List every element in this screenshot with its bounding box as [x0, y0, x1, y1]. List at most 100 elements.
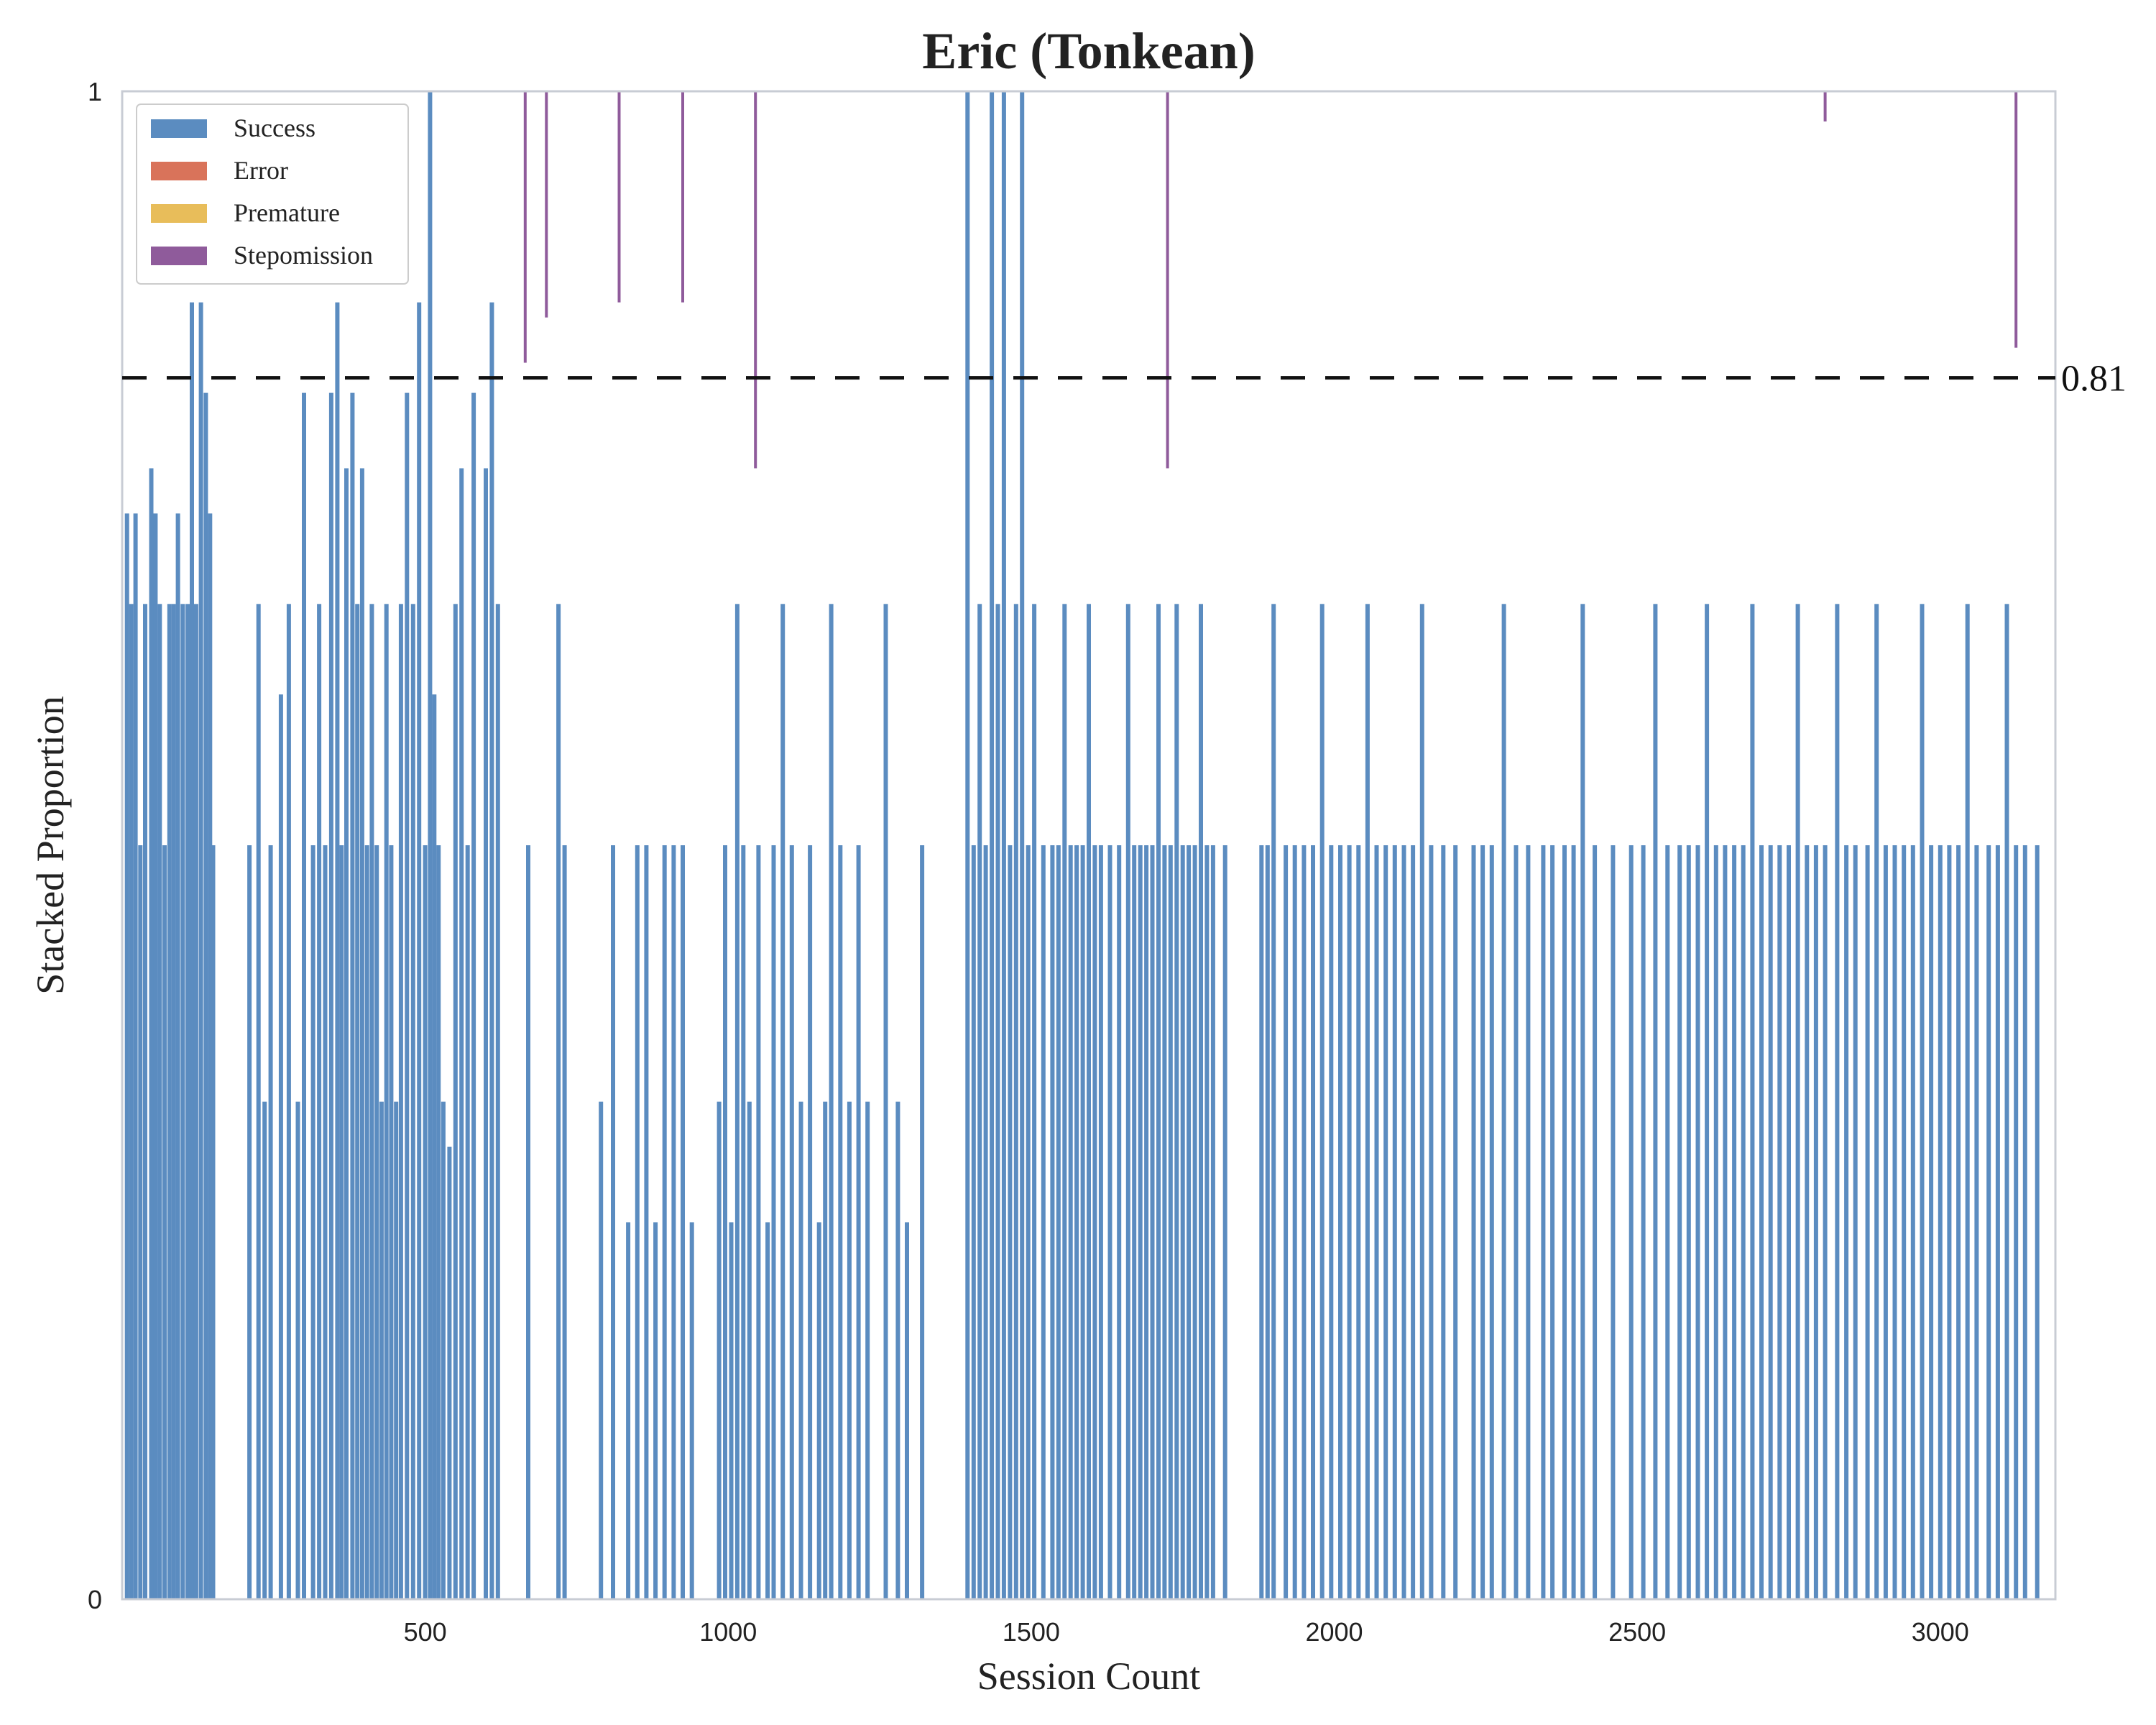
bar-stepomission — [1823, 91, 1827, 121]
bar-success — [171, 604, 176, 1599]
bar-success — [1311, 845, 1315, 1599]
bar-success — [756, 845, 761, 1599]
bar-success — [1910, 845, 1915, 1599]
x-tick-label: 500 — [404, 1617, 447, 1647]
bar-success — [1713, 845, 1718, 1599]
reference-line-label: 0.81 — [2061, 359, 2127, 400]
bar-success — [1374, 845, 1379, 1599]
bar-success — [1732, 845, 1737, 1599]
bar-success — [1319, 604, 1325, 1599]
bar-success — [562, 845, 567, 1599]
bar-success — [1032, 604, 1037, 1599]
bar-success — [138, 845, 143, 1599]
bar-success — [1835, 604, 1840, 1599]
bar-success — [1138, 845, 1143, 1599]
bar-success — [895, 1101, 900, 1599]
bar-success — [1156, 604, 1161, 1599]
bar-success — [729, 1222, 734, 1599]
bar-success — [198, 302, 203, 1600]
bar-success — [359, 468, 364, 1599]
bar-success — [1365, 604, 1370, 1599]
bar-success — [838, 845, 843, 1599]
bar-success — [1902, 845, 1907, 1599]
bar-stepomission — [545, 91, 548, 318]
bar-success — [1628, 845, 1634, 1599]
chart-title: Eric (Tonkean) — [922, 22, 1255, 80]
bar-success — [453, 604, 458, 1599]
bar-success — [1144, 845, 1149, 1599]
bar-success — [883, 604, 888, 1599]
bar-stepomission — [523, 91, 527, 363]
bar-success — [662, 845, 667, 1599]
bar-success — [1062, 604, 1067, 1599]
bar-stepomission — [617, 91, 621, 303]
bar-success — [847, 1101, 852, 1599]
bar-stepomission — [1166, 91, 1169, 469]
bar-success — [1411, 845, 1416, 1599]
bar-success — [798, 1101, 803, 1599]
bar-success — [1929, 845, 1934, 1599]
bar-success — [389, 845, 394, 1599]
bar-success — [644, 845, 649, 1599]
bar-stepomission — [2014, 91, 2018, 348]
bar-success — [983, 845, 988, 1599]
bar-success — [1020, 91, 1025, 1599]
bar-success — [1974, 845, 1979, 1599]
bar-success — [1986, 845, 1991, 1599]
bars-layer — [124, 91, 2040, 1600]
bar-success — [1995, 845, 2000, 1599]
bar-success — [1199, 604, 1203, 1599]
bar-success — [905, 1222, 909, 1599]
bar-success — [398, 604, 403, 1599]
bar-success — [124, 513, 129, 1599]
bar-success — [1222, 845, 1227, 1599]
bar-success — [599, 1101, 604, 1599]
bar-success — [611, 845, 615, 1599]
bar-success — [2035, 845, 2040, 1599]
bar-success — [471, 392, 476, 1599]
bar-success — [723, 845, 727, 1599]
bar-success — [1125, 604, 1130, 1599]
bar-success — [1686, 845, 1691, 1599]
bar-success — [1865, 845, 1870, 1599]
bar-success — [1892, 845, 1897, 1599]
bar-success — [1347, 845, 1352, 1599]
bar-success — [1562, 845, 1567, 1599]
bar-success — [379, 1101, 384, 1599]
bar-success — [262, 1101, 267, 1599]
bar-success — [1514, 845, 1519, 1599]
bar-success — [920, 845, 925, 1599]
bar-stepomission — [681, 91, 684, 303]
bar-success — [302, 392, 306, 1599]
bar-success — [417, 302, 422, 1600]
bar-success — [1480, 845, 1485, 1599]
bar-success — [459, 468, 464, 1599]
bar-success — [1204, 845, 1210, 1599]
bar-success — [1471, 845, 1476, 1599]
bar-success — [339, 845, 344, 1599]
bar-success — [1026, 845, 1031, 1599]
bar-success — [1805, 845, 1810, 1599]
bar-success — [1180, 845, 1185, 1599]
y-axis-label: Stacked Proportion — [29, 696, 72, 994]
bar-success — [1759, 845, 1764, 1599]
bar-success — [153, 513, 158, 1599]
bar-success — [1768, 845, 1773, 1599]
bar-success — [489, 302, 494, 1600]
bar-success — [344, 468, 349, 1599]
bar-success — [1947, 845, 1952, 1599]
legend-swatch — [151, 119, 207, 138]
bar-success — [211, 845, 216, 1599]
bar-success — [1874, 604, 1879, 1599]
bar-success — [323, 845, 328, 1599]
bar-success — [789, 845, 794, 1599]
bar-success — [1920, 604, 1925, 1599]
bar-success — [1580, 604, 1585, 1599]
bar-success — [1056, 845, 1061, 1599]
bar-success — [626, 1222, 631, 1599]
bar-success — [162, 845, 167, 1599]
bar-success — [405, 392, 410, 1599]
bar-success — [808, 845, 813, 1599]
bar-success — [1080, 845, 1085, 1599]
bar-success — [1265, 845, 1270, 1599]
